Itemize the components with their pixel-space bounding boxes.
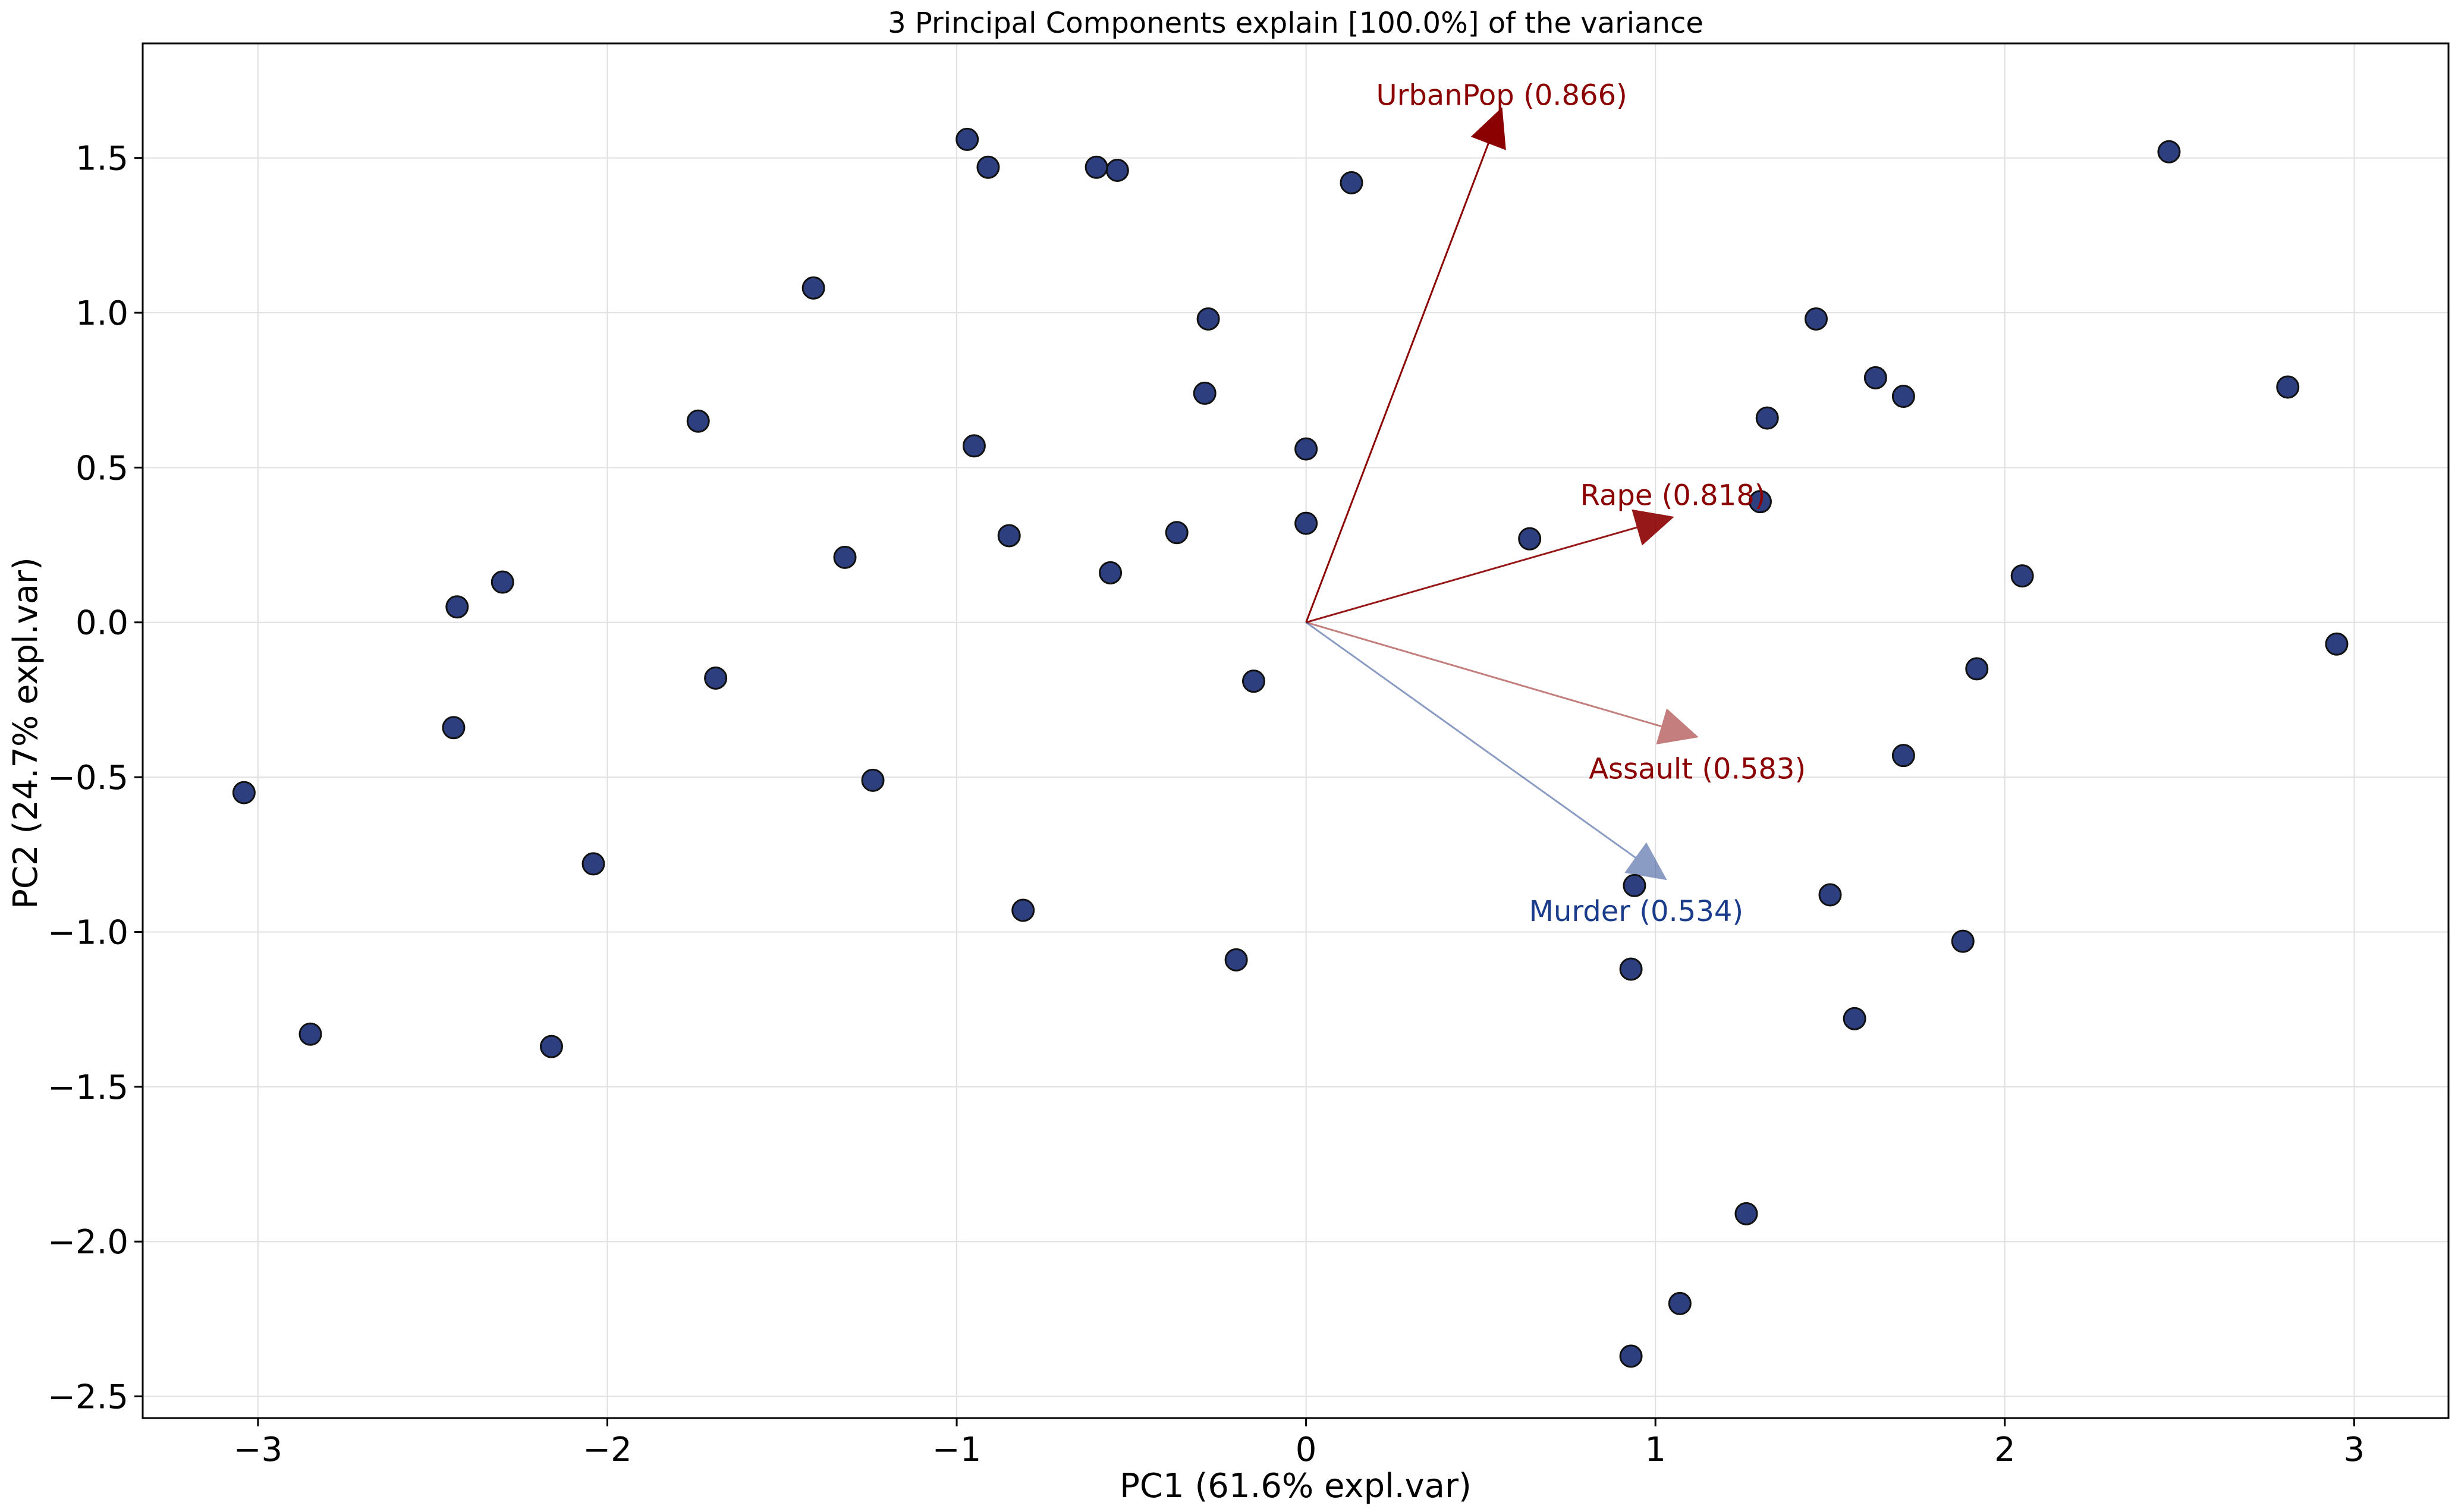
plot-frame <box>142 42 2450 1419</box>
scatter-point <box>686 409 710 433</box>
scatter-point <box>298 1022 322 1046</box>
scatter-point <box>1619 1344 1643 1368</box>
loading-arrow-urbanpop <box>1305 107 1506 623</box>
scatter-point <box>833 545 857 569</box>
grid <box>143 43 2448 1418</box>
scatter-point <box>704 666 728 690</box>
scatter-point <box>1619 957 1643 981</box>
scatter-point <box>976 155 1000 179</box>
loading-arrow-head <box>1624 842 1667 881</box>
scatter-point <box>2010 564 2034 588</box>
y-tick-label: −1.5 <box>48 1068 128 1107</box>
y-tick-label: −1.0 <box>48 913 128 952</box>
scatter-point <box>582 852 605 876</box>
scatter-point <box>1818 883 1842 907</box>
scatter-point <box>1165 521 1189 545</box>
x-tick-label: −3 <box>234 1431 283 1469</box>
loading-label-urbanpop: UrbanPop (0.866) <box>1376 78 1627 112</box>
scatter-point <box>1623 873 1646 897</box>
scatter-point <box>1734 1202 1758 1225</box>
x-tick-label: 1 <box>1645 1431 1666 1469</box>
scatter-point <box>1011 898 1035 922</box>
loading-label-murder: Murder (0.534) <box>1529 895 1744 928</box>
scatter-point <box>962 434 986 458</box>
loading-arrow-shaft <box>1306 621 1662 728</box>
scatter-point <box>1224 948 1248 972</box>
scatter-point <box>997 524 1021 548</box>
x-tick-label: 3 <box>2344 1431 2365 1469</box>
loading-vectors <box>1305 107 1699 881</box>
y-axis-label: PC2 (24.7% expl.var) <box>7 557 45 909</box>
scatter-point <box>1891 385 1915 408</box>
x-tick-label: −2 <box>583 1431 632 1469</box>
scatter-point <box>1105 158 1129 182</box>
scatter-point <box>1668 1291 1692 1315</box>
x-tick-label: 0 <box>1296 1431 1317 1469</box>
scatter-point <box>491 570 514 594</box>
loading-arrow-murder <box>1305 621 1667 881</box>
loading-arrow-shaft <box>1305 621 1637 859</box>
loading-labels: UrbanPop (0.866) Rape (0.818) Assault (0.5… <box>1376 78 1806 928</box>
x-axis-label: PC1 (61.6% expl.var) <box>1120 1467 1472 1505</box>
scatter-points <box>232 127 2349 1368</box>
y-tick-label: 1.0 <box>76 294 128 333</box>
scatter-point <box>1085 155 1108 179</box>
loading-label-assault: Assault (0.583) <box>1589 752 1806 785</box>
loading-label-rape: Rape (0.818) <box>1580 479 1766 513</box>
scatter-point <box>1748 490 1772 514</box>
scatter-point <box>445 595 469 619</box>
x-tick-label: 2 <box>1994 1431 2016 1469</box>
scatter-point <box>1294 511 1318 535</box>
loading-arrow-head <box>1656 708 1699 745</box>
scatter-point <box>1196 307 1220 331</box>
loading-arrow-head <box>1632 509 1674 546</box>
scatter-point <box>1193 381 1217 405</box>
scatter-point <box>2276 375 2300 399</box>
loading-arrow-shaft <box>1305 142 1490 623</box>
axes: −3 −2 −1 0 1 2 3 −2.5 −2.0 −1.5 −1.0 −0.5 0.0 0.5 1.0 1… <box>48 140 2365 1469</box>
scatter-point <box>861 768 885 792</box>
y-tick-label: 0.0 <box>76 604 128 643</box>
chart-title: 3 Principal Components explain [100.0%] … <box>888 7 1703 40</box>
scatter-point <box>955 127 979 151</box>
scatter-point <box>1965 657 1989 681</box>
scatter-point <box>2325 632 2349 656</box>
x-tick-label: −1 <box>932 1431 982 1469</box>
scatter-point <box>1804 307 1828 331</box>
y-tick-label: −2.5 <box>48 1378 128 1417</box>
scatter-point <box>1241 669 1265 693</box>
y-tick-label: 0.5 <box>76 449 128 488</box>
scatter-point <box>1843 1007 1866 1030</box>
loading-arrow-shaft <box>1306 526 1638 624</box>
scatter-point <box>1755 406 1779 430</box>
scatter-point <box>1951 929 1975 953</box>
scatter-point <box>1863 366 1887 389</box>
scatter-point <box>801 276 825 300</box>
scatter-point <box>1294 437 1318 461</box>
scatter-point <box>1340 171 1363 194</box>
loading-arrow-rape <box>1306 509 1674 624</box>
scatter-point <box>1891 744 1915 768</box>
scatter-point <box>1518 527 1542 551</box>
loading-arrow-head <box>1470 107 1506 150</box>
y-tick-label: −0.5 <box>48 759 128 797</box>
y-tick-label: 1.5 <box>76 140 128 178</box>
scatter-point <box>539 1035 563 1058</box>
scatter-point <box>232 781 256 804</box>
scatter-point <box>1099 561 1123 584</box>
scatter-point <box>2157 140 2181 164</box>
scatter-point <box>442 716 466 740</box>
loading-arrow-assault <box>1306 621 1699 745</box>
y-tick-label: −2.0 <box>48 1223 128 1262</box>
